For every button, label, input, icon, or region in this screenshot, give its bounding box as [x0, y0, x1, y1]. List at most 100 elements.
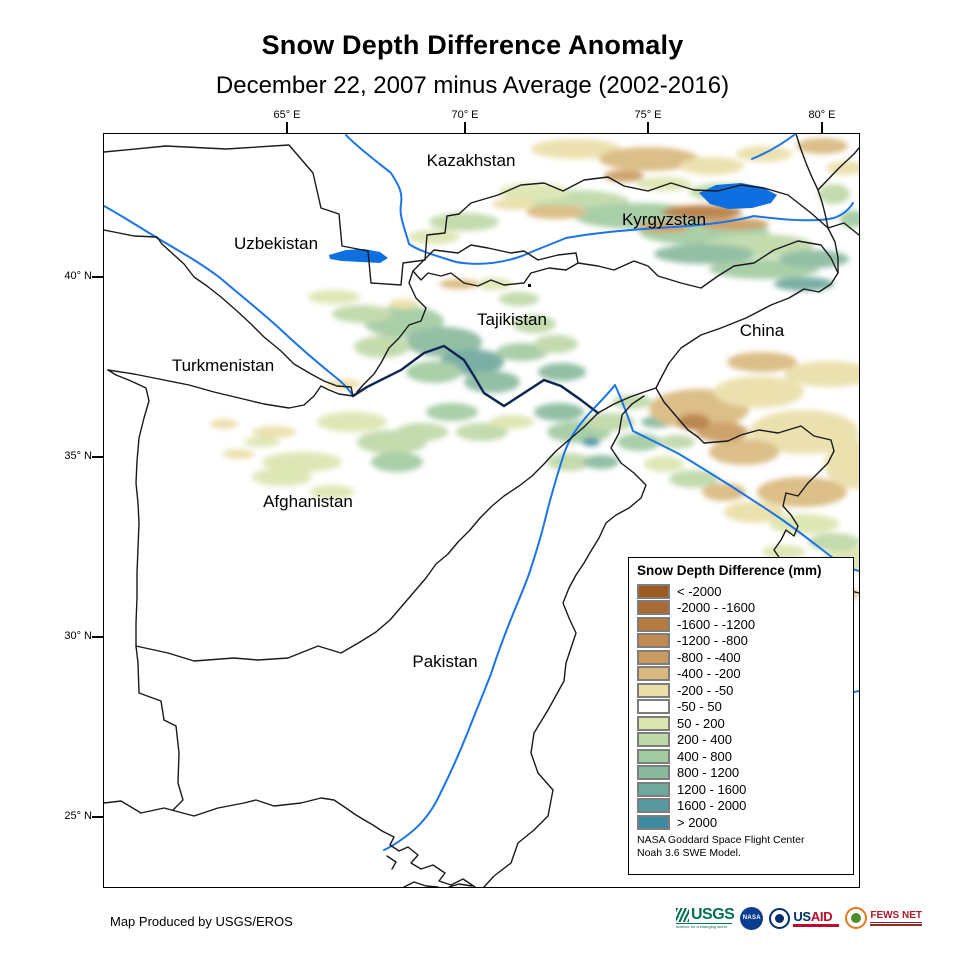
legend-row: -1200 - -800 [637, 633, 853, 650]
indus-delta-detail [386, 855, 473, 887]
country-label-kazakhstan: Kazakhstan [427, 151, 516, 170]
x-axis-label-75e: 75° E [634, 109, 662, 121]
river-top-right [751, 134, 795, 160]
legend-item-label: < -2000 [677, 583, 722, 599]
usgs-logo-text: USGS [691, 905, 735, 923]
usaid-logo-text-aid: AID [810, 908, 833, 924]
legend-item-label: -50 - 50 [677, 699, 722, 715]
legend-color-swatch [637, 748, 670, 764]
legend-row: 50 - 200 [637, 715, 853, 732]
legend-item-label: -1200 - -800 [677, 633, 748, 649]
y-axis-tick [92, 456, 104, 458]
usgs-logo-mark-icon [676, 907, 689, 922]
legend-item-label: -200 - -50 [677, 682, 734, 698]
legend-row: < -2000 [637, 583, 853, 600]
x-axis-label-80e: 80° E [808, 109, 836, 121]
lake-aydar [329, 249, 388, 263]
legend-color-swatch [637, 798, 670, 814]
country-labels-layer: Kazakhstan Kyrgyzstan Uzbekistan Tajikis… [172, 151, 785, 671]
border-pak-india [483, 395, 647, 887]
country-label-pakistan: Pakistan [412, 652, 477, 671]
river-naryn [565, 202, 854, 239]
legend-row: -2000 - -1600 [637, 600, 853, 617]
legend-color-swatch [637, 781, 670, 797]
lake-issyk-kul [699, 183, 777, 209]
coastline-arabian-sea [104, 797, 476, 887]
legend-row: 800 - 1200 [637, 765, 853, 782]
y-axis-label-35n: 35° N [64, 450, 92, 462]
map-svg: Kazakhstan Kyrgyzstan Uzbekistan Tajikis… [104, 134, 859, 887]
legend-row: -800 - -400 [637, 649, 853, 666]
legend-row: -200 - -50 [637, 682, 853, 699]
x-axis-tick [647, 122, 649, 134]
usaid-logo-text-us: US [793, 908, 811, 924]
border-china-west [655, 227, 839, 389]
legend-color-swatch [637, 732, 670, 748]
legend-row: 1200 - 1600 [637, 781, 853, 798]
page-subtitle: December 22, 2007 minus Average (2002-20… [215, 72, 730, 99]
y-axis-tick [92, 276, 104, 278]
legend-item-label: 50 - 200 [677, 715, 725, 731]
x-axis-label-70e: 70° E [451, 109, 479, 121]
agency-logos: USGS science for a changing world NASA U… [676, 903, 923, 933]
legend-row: -50 - 50 [637, 699, 853, 716]
usaid-tagline-bar [793, 923, 840, 927]
fews-net-logo-text: FEWS NET [870, 909, 923, 923]
legend-item-label: 400 - 800 [677, 748, 732, 764]
legend-color-swatch [637, 649, 670, 665]
legend-items: < -2000 -2000 - -1600 -1600 - -1200 -120… [637, 583, 853, 831]
legend-item-label: 800 - 1200 [677, 765, 740, 781]
y-axis-label-40n: 40° N [64, 270, 92, 282]
usgs-tagline: science for a changing world [676, 922, 732, 930]
legend-color-swatch [637, 583, 670, 599]
legend-row: 1600 - 2000 [637, 798, 853, 815]
logo-usgs: USGS science for a changing world [676, 905, 735, 930]
legend-item-label: -400 - -200 [677, 666, 741, 682]
border-afghan-pak [135, 412, 599, 662]
y-axis-label-25n: 25° N [64, 810, 92, 822]
border-tajik-afghan [352, 345, 599, 414]
legend-item-label: 1200 - 1600 [677, 781, 747, 797]
legend-note-line1: NASA Goddard Space Flight Center [637, 833, 805, 846]
legend-row: 400 - 800 [637, 748, 853, 765]
border-wakhan [597, 387, 657, 414]
legend-row: > 2000 [637, 814, 853, 831]
country-label-tajikistan: Tajikistan [477, 310, 547, 329]
border-kyrgyz-tajik-china [577, 240, 839, 289]
legend-color-swatch [637, 699, 670, 715]
border-kazakh-uzbek [104, 144, 460, 286]
x-axis-label-65e: 65° E [273, 109, 301, 121]
usaid-seal-icon [769, 907, 791, 929]
nasa-logo-text: NASA [742, 915, 761, 921]
legend-row: -400 - -200 [637, 666, 853, 683]
river-amu-darya [104, 205, 354, 397]
logo-fews-net: FEWS NET [845, 907, 923, 929]
border-fergana-valley [412, 244, 579, 287]
border-turkmen-uzbek [104, 229, 354, 397]
border-kazakh-china [795, 134, 859, 229]
y-axis-label-30n: 30° N [64, 630, 92, 642]
borders-layer [104, 134, 859, 887]
border-turkmen-afghan [107, 369, 354, 409]
legend-row: -1600 - -1200 [637, 616, 853, 633]
river-syr-darya [345, 134, 567, 265]
border-uzbek-tajik [356, 270, 427, 393]
country-label-turkmenistan: Turkmenistan [172, 356, 274, 375]
legend-color-swatch [637, 765, 670, 781]
x-axis-tick [464, 122, 466, 134]
legend-item-label: 1600 - 2000 [677, 798, 747, 814]
country-label-kyrgyzstan: Kyrgyzstan [622, 210, 706, 229]
legend-color-swatch [637, 666, 670, 682]
legend-color-swatch [637, 682, 670, 698]
legend-row: 200 - 400 [637, 732, 853, 749]
legend-note-line2: Noah 3.6 SWE Model. [637, 847, 741, 860]
page-title: Snow Depth Difference Anomaly [261, 30, 684, 60]
river-indus [383, 384, 616, 851]
y-axis-tick [92, 816, 104, 818]
border-iran [107, 369, 184, 811]
legend-title: Snow Depth Difference (mm) [637, 563, 822, 578]
map-credit: Map Produced by USGS/EROS [110, 914, 293, 929]
logo-usaid: USAID [769, 907, 840, 929]
x-axis-tick [821, 122, 823, 134]
